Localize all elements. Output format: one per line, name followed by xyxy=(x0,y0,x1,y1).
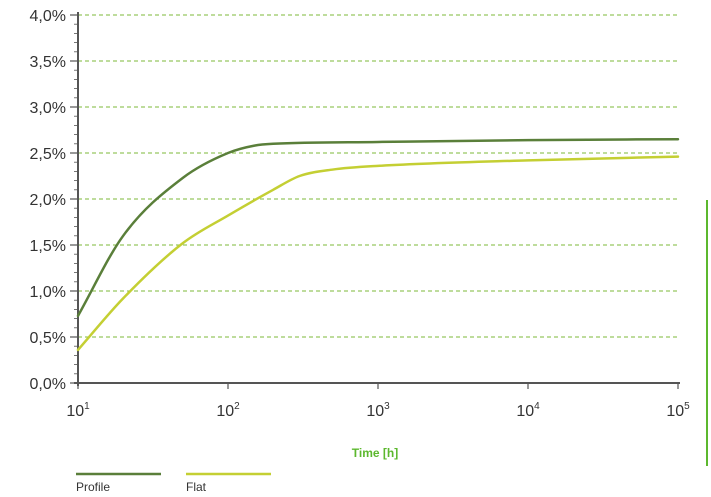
y-tick-label: 1,5% xyxy=(30,238,66,255)
x-tick-label: 102 xyxy=(216,401,240,420)
y-tick-label: 0,0% xyxy=(30,376,66,393)
x-axis: 101 102 103 104 105 xyxy=(66,382,690,420)
y-tick-label: 3,0% xyxy=(30,100,66,117)
x-tick-label: 105 xyxy=(666,401,690,420)
legend-label-profile: Profile xyxy=(76,480,110,494)
legend-label-flat: Flat xyxy=(186,480,207,494)
series-line-flat xyxy=(76,155,680,352)
legend: Profile Flat xyxy=(76,472,271,494)
x-tick-label: 104 xyxy=(516,401,540,420)
y-tick-label: 3,5% xyxy=(30,54,66,71)
y-tick-label: 0,5% xyxy=(30,330,66,347)
x-tick-label: 103 xyxy=(366,401,390,420)
x-axis-label: Time [h] xyxy=(352,446,398,460)
grid-lines xyxy=(78,14,678,338)
x-tick-label: 101 xyxy=(66,401,90,420)
series-lines xyxy=(76,137,680,352)
y-tick-label: 1,0% xyxy=(30,284,66,301)
y-tick-label: 2,0% xyxy=(30,192,66,209)
y-tick-label: 4,0% xyxy=(30,8,66,25)
series-line-profile xyxy=(76,137,680,318)
y-tick-label: 2,5% xyxy=(30,146,66,163)
y-axis: 0,0% 0,5% 1,0% 1,5% 2,0% 2,5% 3,0% 3,5% 4,0% xyxy=(30,8,79,393)
